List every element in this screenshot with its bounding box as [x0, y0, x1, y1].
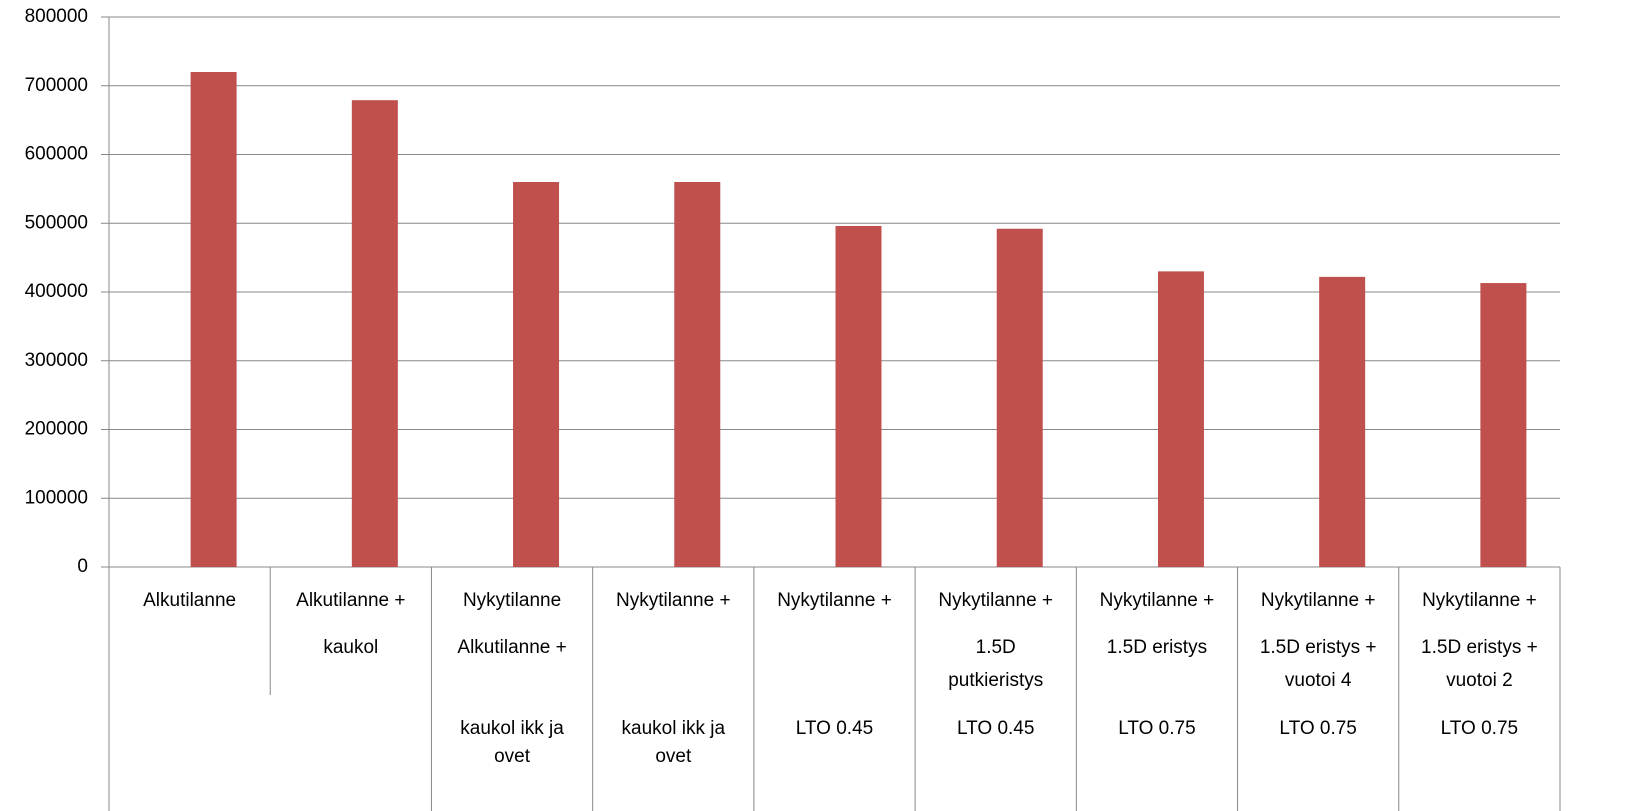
- x-tick-label: LTO 0.45: [957, 718, 1034, 739]
- x-tick-label: ovet: [494, 746, 531, 767]
- y-tick-label: 200000: [25, 419, 88, 440]
- x-tick-label: Nykytilanne +: [777, 590, 892, 611]
- x-tick-label: 1.5D eristys: [1107, 637, 1207, 658]
- x-tick-label: LTO 0.75: [1279, 718, 1356, 739]
- x-tick-label: LTO 0.45: [796, 718, 873, 739]
- x-tick-label: Nykytilanne +: [616, 590, 731, 611]
- bar: [351, 100, 398, 567]
- x-tick-label: ovet: [655, 746, 692, 767]
- x-tick-label: Nykytilanne +: [1422, 590, 1537, 611]
- x-tick-label: Alkutilanne +: [457, 637, 566, 658]
- bar: [513, 182, 560, 567]
- y-tick-label: 700000: [25, 75, 88, 96]
- x-tick-label: 1.5D: [976, 637, 1016, 658]
- x-tick-label: vuotoi 4: [1285, 670, 1352, 691]
- x-tick-label: kaukol ikk ja: [622, 718, 726, 739]
- x-tick-label: vuotoi 2: [1446, 670, 1513, 691]
- x-tick-label: 1.5D eristys +: [1260, 637, 1377, 658]
- x-tick-label: Nykytilanne +: [1100, 590, 1215, 611]
- x-tick-label: kaukol ikk ja: [460, 718, 564, 739]
- bar: [1157, 271, 1204, 567]
- bar: [996, 228, 1043, 567]
- y-tick-label: 0: [77, 556, 88, 577]
- y-tick-label: 800000: [25, 6, 88, 27]
- bar: [674, 182, 721, 567]
- x-tick-label: LTO 0.75: [1441, 718, 1518, 739]
- bar: [190, 72, 237, 567]
- x-tick-label: Alkutilanne +: [296, 590, 405, 611]
- y-tick-label: 100000: [25, 487, 88, 508]
- x-tick-label: Nykytilanne +: [1261, 590, 1376, 611]
- x-tick-label: Alkutilanne: [143, 590, 236, 611]
- bar: [1480, 283, 1527, 567]
- x-tick-label: LTO 0.75: [1118, 718, 1195, 739]
- x-tick-label: Nykytilanne: [463, 590, 561, 611]
- x-tick-label: 1.5D eristys +: [1421, 637, 1538, 658]
- bar: [1319, 276, 1366, 567]
- y-tick-label: 300000: [25, 350, 88, 371]
- x-tick-label: kaukol: [323, 637, 378, 658]
- bar: [835, 226, 882, 567]
- y-tick-label: 400000: [25, 281, 88, 302]
- x-tick-label: putkieristys: [948, 670, 1043, 691]
- y-tick-label: 500000: [25, 212, 88, 233]
- x-tick-label: Nykytilanne +: [938, 590, 1053, 611]
- y-tick-label: 600000: [25, 144, 88, 165]
